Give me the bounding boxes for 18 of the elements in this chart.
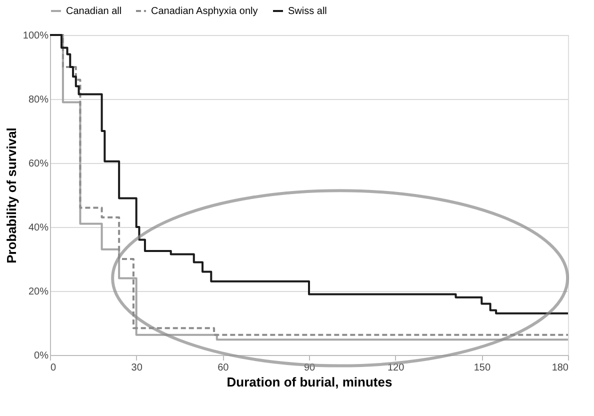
x-tick-label: 150	[474, 362, 491, 374]
y-tick-label: 0%	[34, 350, 49, 362]
y-tick-label: 20%	[28, 286, 49, 298]
legend-label: Canadian all	[66, 6, 122, 17]
y-tick-label: 40%	[28, 222, 49, 234]
y-axis-title: Probability of survival	[4, 128, 19, 264]
x-tick-label: 120	[387, 362, 405, 374]
x-tick-label: 60	[218, 362, 230, 374]
x-axis-title: Duration of burial, minutes	[226, 374, 392, 390]
x-tick-label: 180	[552, 362, 569, 374]
y-tick-label: 80%	[28, 94, 49, 106]
legend-label: Swiss all	[288, 6, 327, 17]
legend-label: Canadian Asphyxia only	[151, 6, 258, 17]
x-tick-label: 30	[131, 362, 143, 374]
x-tick-label: 90	[304, 362, 316, 374]
x-tick-label: 0	[50, 362, 56, 374]
y-tick-label: 100%	[22, 30, 49, 42]
y-tick-label: 60%	[28, 158, 49, 170]
